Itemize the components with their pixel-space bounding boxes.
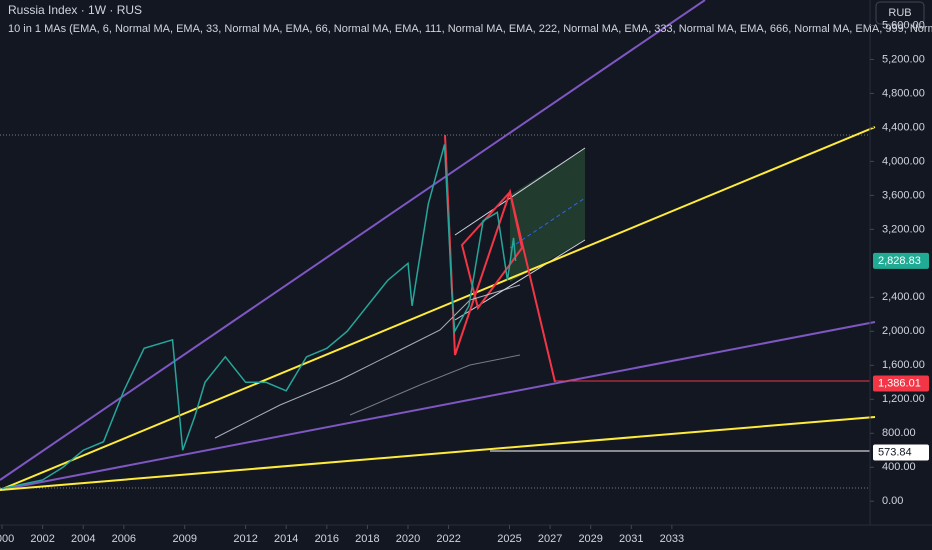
y-tick-label: 4,000.00	[882, 155, 925, 167]
y-tick-label: 2,400.00	[882, 291, 925, 303]
x-tick-label: 2016	[315, 533, 339, 545]
x-tick-label: 2014	[274, 533, 298, 545]
x-tick-label: 2004	[71, 533, 95, 545]
price-tag	[873, 252, 929, 269]
moving-average	[349, 354, 521, 416]
projection-line	[509, 197, 586, 249]
y-tick-label: 4,400.00	[882, 121, 925, 133]
y-tick-label: 1,200.00	[882, 393, 925, 405]
x-tick-label: 2000	[0, 533, 14, 545]
x-tick-label: 2020	[396, 533, 420, 545]
channel-line	[454, 147, 586, 236]
projection-zone	[510, 148, 585, 282]
x-tick-label: 2033	[660, 533, 684, 545]
y-tick-label: 1,600.00	[882, 359, 925, 371]
x-tick-label: 2018	[355, 533, 379, 545]
y-tick-label: 400.00	[882, 461, 916, 473]
x-tick-label: 2022	[436, 533, 460, 545]
price-tag	[873, 375, 929, 392]
trend-line	[0, 126, 876, 491]
price-tag	[873, 444, 929, 461]
x-tick-label: 2025	[497, 533, 521, 545]
x-tick-label: 2031	[619, 533, 643, 545]
y-tick-label: 5,200.00	[882, 53, 925, 65]
y-tick-label: 3,200.00	[882, 223, 925, 235]
x-tick-label: 2002	[30, 533, 54, 545]
x-tick-label: 2027	[538, 533, 562, 545]
currency-label[interactable]: RUB	[888, 7, 911, 19]
price-tag-label: 1,386.01	[878, 377, 921, 389]
x-tick-label: 2012	[233, 533, 257, 545]
indicator-legend: 10 in 1 MAs (EMA, 6, Normal MA, EMA, 33,…	[8, 23, 932, 35]
x-tick-label: 2009	[172, 533, 196, 545]
x-tick-label: 2029	[578, 533, 602, 545]
price-tag-label: 573.84	[878, 446, 912, 458]
trend-line	[0, 321, 876, 491]
y-tick-label: 800.00	[882, 427, 916, 439]
y-tick-label: 3,600.00	[882, 189, 925, 201]
currency-button[interactable]	[875, 1, 925, 25]
y-tick-label: 4,800.00	[882, 87, 925, 99]
y-tick-label: 0.00	[882, 495, 903, 507]
trend-line	[0, 0, 706, 481]
price-line	[1, 144, 517, 490]
price-tag-label: 2,828.83	[878, 255, 921, 267]
y-tick-label: 5,600.00	[882, 19, 925, 31]
y-tick-label: 2,000.00	[882, 325, 925, 337]
x-tick-label: 2006	[112, 533, 136, 545]
trend-line	[0, 416, 876, 491]
chart-title: Russia Index · 1W · RUS	[8, 3, 142, 17]
